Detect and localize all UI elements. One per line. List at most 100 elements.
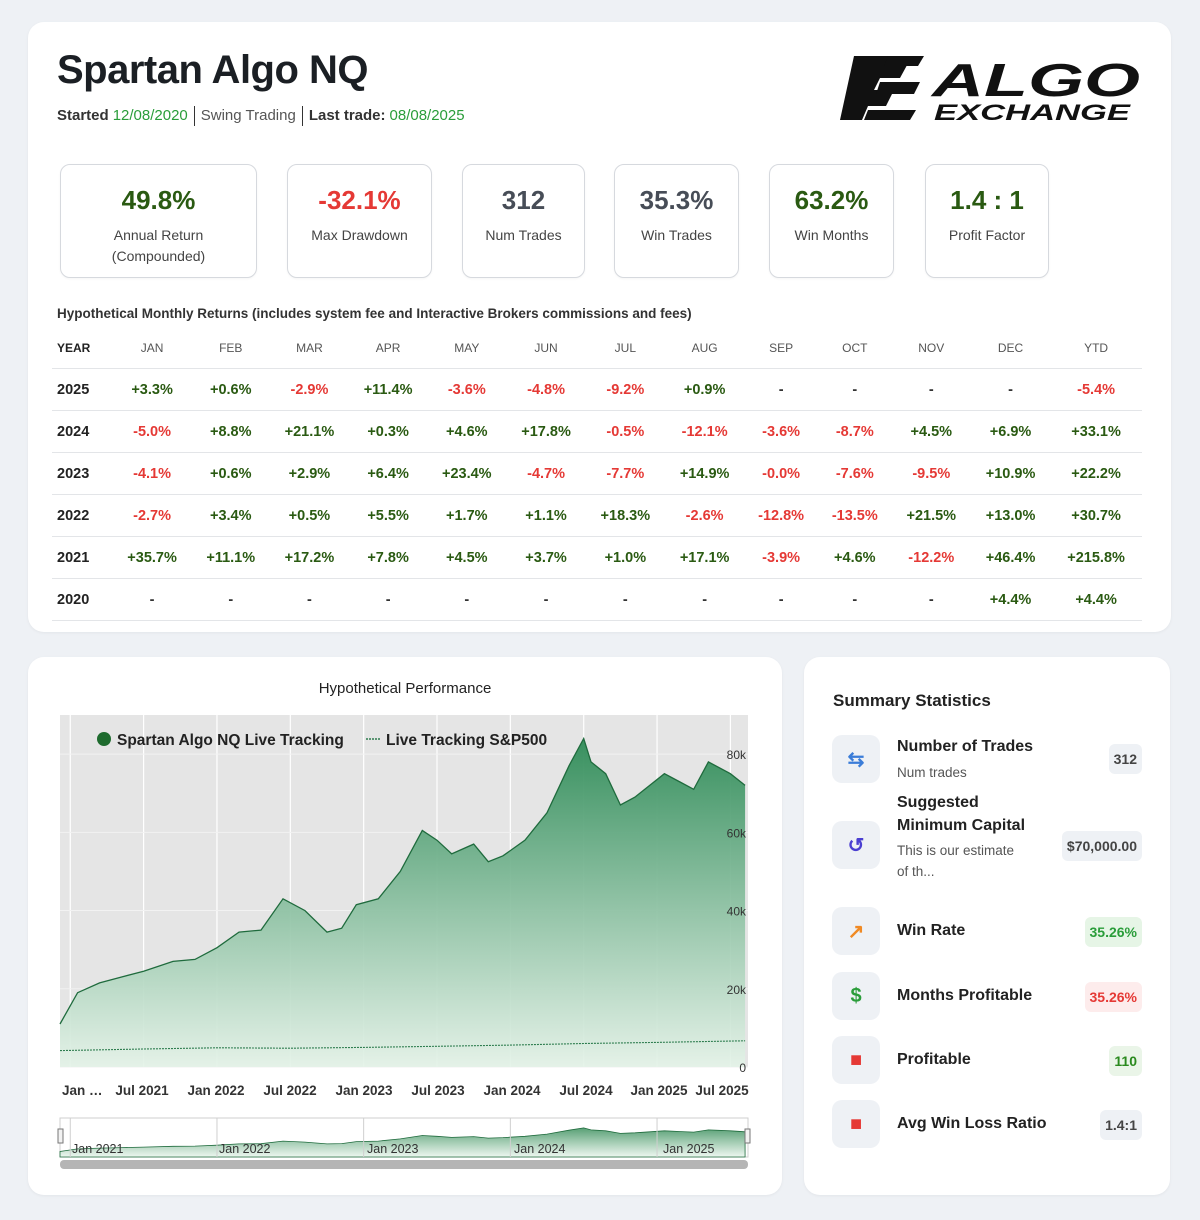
return-cell: +14.9% (664, 452, 745, 495)
return-cell: +4.4% (1050, 578, 1142, 621)
return-cell: +21.1% (269, 410, 350, 453)
table-row: 2020- - - - - - - - - - - +4.4% +4.4% (52, 578, 1142, 621)
return-cell: +3.4% (191, 494, 270, 537)
return-cell: -3.6% (744, 410, 818, 453)
return-cell: +0.3% (349, 410, 428, 453)
return-cell: - (891, 368, 971, 411)
year-cell: 2023 (52, 452, 113, 495)
summary-item-name: Win Rate (897, 922, 966, 939)
summary-row: ↺ Suggested Minimum Capital This is our es… (832, 794, 1142, 895)
return-cell: -2.7% (112, 494, 192, 537)
logo-bottom-text: EXCHANGE (934, 100, 1132, 122)
page-title: Spartan Algo NQ (57, 48, 369, 92)
trend-up-icon: ↗ (832, 907, 880, 955)
return-cell: -13.5% (817, 494, 892, 537)
dollar-icon: $ (832, 972, 880, 1020)
return-cell: - (817, 368, 892, 411)
summary-item-value: 312 (1108, 744, 1142, 774)
stat-label: Win Trades (615, 225, 738, 246)
navigator-handle-left[interactable] (57, 1128, 64, 1144)
monthly-returns-table: YEAR JAN FEB MAR APR MAY JUN JUL AUG SEP OCT NOV DEC… (52, 328, 1142, 621)
stat-card: 63.2% Win Months (769, 164, 894, 278)
return-cell: +4.5% (427, 536, 507, 579)
column-header: DEC (970, 328, 1051, 369)
return-cell: +23.4% (427, 452, 507, 495)
return-cell: +0.5% (269, 494, 350, 537)
summary-item-sub: This is our estimate of th... (897, 843, 1015, 879)
return-cell: - (506, 578, 586, 621)
return-cell: +10.9% (970, 452, 1051, 495)
return-cell: -2.6% (664, 494, 745, 537)
performance-chart[interactable]: 0 20k 40k 60k 80k Jan … Jul 2021 Jan 2022 Jul 20… (28, 657, 782, 1195)
stat-label-line: Max Drawdown (311, 227, 408, 243)
monthly-returns-caption: Hypothetical Monthly Returns (includes s… (57, 306, 692, 321)
column-header: YEAR (52, 328, 113, 369)
x-tick-label: Jan 2025 (630, 1083, 688, 1098)
return-cell: +1.0% (585, 536, 665, 579)
return-cell: -7.6% (817, 452, 892, 495)
stat-label-line: Num Trades (485, 227, 562, 243)
summary-item-value: 1.4:1 (1100, 1110, 1142, 1140)
x-tick-label: Jul 2024 (559, 1083, 613, 1098)
stat-card: 35.3% Win Trades (614, 164, 739, 278)
stat-label: Max Drawdown (288, 225, 431, 246)
x-tick-label: Jul 2023 (411, 1083, 465, 1098)
stat-label: Win Months (770, 225, 893, 246)
return-cell: - (427, 578, 507, 621)
return-cell: -12.2% (891, 536, 971, 579)
navigator-series (59, 1127, 746, 1158)
return-cell: +22.2% (1050, 452, 1142, 495)
navigator-tick-label: Jan 2021 (72, 1142, 123, 1156)
stat-value: -32.1% (318, 185, 401, 215)
stat-value: 312 (501, 185, 546, 215)
column-header: JUN (506, 328, 586, 369)
year-cell: 2020 (52, 578, 113, 621)
y-tick-label: 20k (727, 983, 747, 997)
return-cell: - (269, 578, 350, 621)
return-cell: -5.4% (1050, 368, 1142, 411)
trading-style: Swing Trading (200, 106, 296, 124)
table-row: 2025 +3.3% +0.6% -2.9% +11.4% -3.6% -4.8% -9.2%… (52, 368, 1142, 411)
summary-row: ↗ Win Rate 35.26% (832, 907, 1142, 957)
stat-label-line: (Compounded) (111, 248, 206, 264)
stat-label: Num Trades (463, 225, 584, 246)
return-cell: +11.4% (349, 368, 428, 411)
return-cell: -9.2% (585, 368, 665, 411)
x-tick-label: Jul 2022 (263, 1083, 316, 1098)
return-cell: -9.5% (891, 452, 971, 495)
navigator-handle-right[interactable] (744, 1128, 751, 1144)
return-cell: -12.1% (664, 410, 745, 453)
summary-item-value: 35.26% (1084, 917, 1142, 947)
puzzle-icon: ■ (832, 1036, 880, 1084)
return-cell: -3.9% (744, 536, 818, 579)
column-header: JUL (585, 328, 665, 369)
return-cell: +46.4% (970, 536, 1051, 579)
column-header: APR (349, 328, 428, 369)
return-cell: +35.7% (112, 536, 192, 579)
return-cell: -12.8% (744, 494, 818, 537)
legend-label-sp500[interactable]: Live Tracking S&P500 (386, 732, 547, 749)
return-cell: +4.4% (970, 578, 1051, 621)
return-cell: -0.5% (585, 410, 665, 453)
summary-statistics-card: Summary Statistics ⇆ Number of Trades Num … (804, 657, 1170, 1195)
summary-item-value: 35.26% (1084, 982, 1142, 1012)
return-cell: +18.3% (585, 494, 665, 537)
return-cell: +0.6% (191, 452, 270, 495)
table-row: 2022 -2.7% +3.4% +0.5% +5.5% +1.7% +1.1% +18.3%… (52, 494, 1142, 537)
started-label: Started (57, 106, 109, 124)
legend-label-strategy[interactable]: Spartan Algo NQ Live Tracking (117, 732, 344, 749)
navigator-scrollbar[interactable] (60, 1160, 748, 1169)
return-cell: +215.8% (1050, 536, 1142, 579)
return-cell: +2.9% (269, 452, 350, 495)
return-cell: +4.6% (817, 536, 892, 579)
sp500-series-line (59, 1040, 746, 1052)
strategy-series-line (59, 736, 746, 1025)
stat-label-line: Win Trades (641, 227, 712, 243)
summary-item-sub: Num trades (897, 765, 967, 780)
dollar-cycle-icon: ↺ (832, 821, 880, 869)
return-cell: - (349, 578, 428, 621)
column-header: SEP (744, 328, 818, 369)
stat-label-line: Profit Factor (948, 227, 1026, 243)
last-trade-label: Last trade: (308, 106, 386, 124)
return-cell: -0.0% (744, 452, 818, 495)
